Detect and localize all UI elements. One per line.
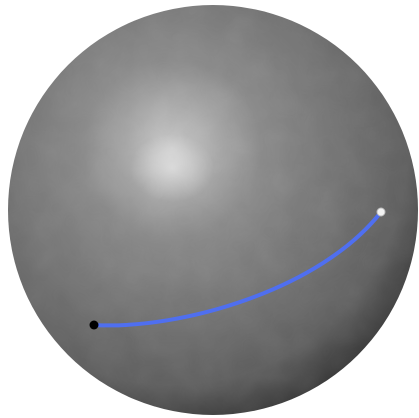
geodesic-end-point bbox=[376, 207, 386, 217]
sphere-texture bbox=[8, 5, 418, 415]
sphere-highlight bbox=[130, 134, 214, 202]
geodesic-curve bbox=[92, 210, 383, 328]
geodesic-start-point bbox=[89, 320, 99, 330]
